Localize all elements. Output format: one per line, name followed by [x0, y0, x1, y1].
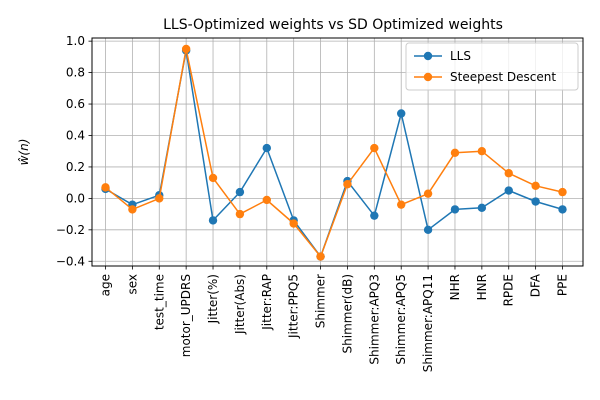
legend: LLS Steepest Descent: [405, 42, 579, 91]
data-point: [558, 205, 567, 214]
x-tick-label: Shimmer:APQ5: [394, 274, 408, 365]
x-tick-label: Shimmer(dB): [340, 274, 354, 353]
chart-title: LLS-Optimized weights vs SD Optimized we…: [163, 17, 503, 33]
data-point: [397, 200, 406, 209]
data-point: [343, 180, 352, 189]
y-tick-label: 0.4: [66, 128, 85, 142]
x-tick-label: DFA: [529, 273, 543, 297]
legend-label: Steepest Descent: [450, 70, 556, 84]
x-tick-label: age: [99, 274, 113, 296]
data-point: [504, 169, 513, 178]
y-tick-label: 1.0: [66, 34, 85, 48]
data-point: [235, 209, 245, 219]
data-point: [558, 187, 567, 197]
data-point: [477, 147, 487, 156]
data-point: [316, 252, 325, 261]
data-point: [477, 203, 487, 213]
plot-series: [101, 44, 567, 261]
data-point: [450, 148, 460, 157]
data-point: [262, 143, 271, 153]
y-tick-label: −0.4: [56, 254, 85, 268]
x-tick-label: Jitter:PPQ5: [287, 274, 301, 339]
y-axis-label: ŵ(n): [17, 139, 31, 166]
data-point: [504, 186, 513, 195]
data-point: [423, 189, 433, 198]
y-tick-label: 0.0: [66, 191, 85, 205]
y-tick-label: −0.2: [56, 223, 85, 237]
legend-marker: [423, 72, 433, 82]
x-tick-label: Jitter(Abs): [233, 274, 247, 335]
data-point: [128, 205, 137, 214]
y-tick-label: 0.6: [66, 97, 85, 111]
series-line: [105, 48, 563, 258]
data-point: [450, 205, 460, 214]
data-point: [208, 216, 218, 225]
x-tick-label: NHR: [448, 274, 462, 300]
data-point: [208, 173, 218, 183]
data-point: [370, 211, 379, 220]
legend-label: LLS: [450, 49, 471, 63]
data-point: [397, 109, 406, 118]
plot-frame: [91, 37, 584, 267]
data-point: [289, 219, 298, 228]
axes: −0.4 −0.2 0.0 0.2 0.4 0.6 0.8 1.0 age sex test_tim…: [56, 34, 570, 372]
data-point: [235, 187, 245, 197]
data-point: [370, 143, 379, 153]
x-tick-label: RPDE: [502, 274, 516, 306]
legend-box: [405, 42, 579, 91]
data-point: [531, 181, 540, 191]
x-tick-label: PPE: [556, 274, 570, 296]
x-tick-label: Jitter(%): [206, 274, 220, 324]
x-tick-label: Shimmer:APQ3: [367, 274, 381, 365]
x-tick-label: Shimmer: [314, 274, 328, 328]
data-point: [155, 194, 164, 203]
data-point: [423, 225, 433, 235]
data-point: [181, 44, 191, 54]
x-tick-label: Jitter:RAP: [260, 274, 274, 331]
data-point: [531, 197, 540, 206]
data-point: [262, 195, 271, 205]
x-tick-label: sex: [125, 274, 139, 295]
data-point: [101, 183, 110, 192]
x-tick-label: HNR: [475, 274, 489, 300]
x-tick-label: motor_UPDRS: [179, 274, 193, 357]
y-tick-label: 0.2: [66, 160, 85, 174]
series-1: [101, 44, 567, 261]
y-tick-label: 0.8: [66, 66, 85, 80]
x-tick-label: test_time: [152, 274, 166, 330]
legend-marker: [423, 51, 433, 61]
x-tick-label: Shimmer:APQ11: [421, 274, 435, 372]
